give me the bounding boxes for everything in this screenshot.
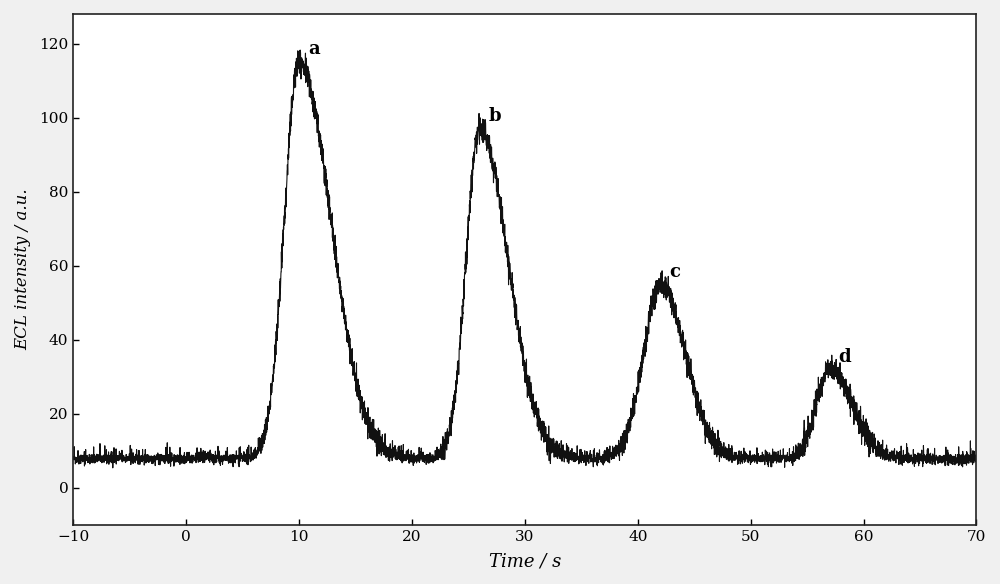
- X-axis label: Time / s: Time / s: [489, 552, 561, 570]
- Y-axis label: ECL intensity / a.u.: ECL intensity / a.u.: [14, 189, 31, 350]
- Text: a: a: [308, 40, 320, 58]
- Text: d: d: [839, 347, 851, 366]
- Text: b: b: [489, 107, 501, 125]
- Text: c: c: [669, 263, 680, 280]
